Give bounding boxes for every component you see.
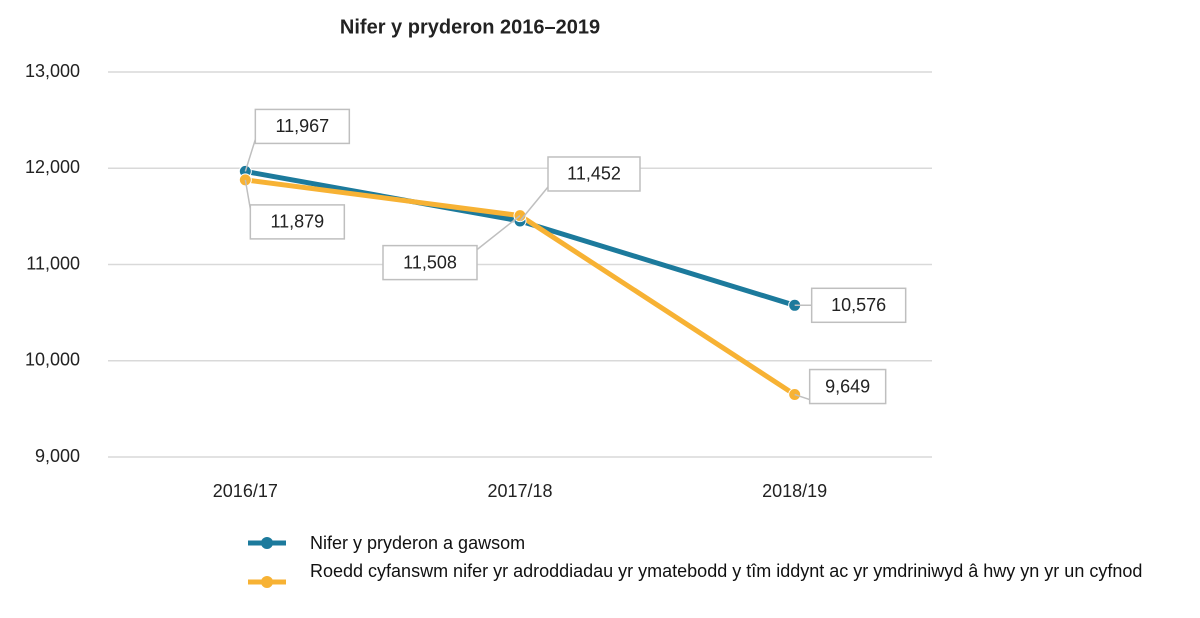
label-leader	[794, 393, 810, 401]
y-tick-label: 10,000	[25, 350, 80, 370]
data-label: 9,649	[825, 376, 870, 396]
label-leader	[244, 139, 257, 172]
data-label: 11,967	[275, 116, 329, 136]
legend-label: Roedd cyfanswm nifer yr adroddiadau yr y…	[310, 561, 1143, 581]
x-tick-label: 2016/17	[213, 481, 278, 501]
label-box	[808, 368, 887, 405]
data-label: 11,452	[567, 164, 621, 184]
data-label: 11,879	[270, 212, 324, 232]
label-box	[254, 108, 351, 145]
label-leader	[476, 215, 521, 251]
data-label: 10,576	[831, 295, 886, 315]
legend-marker	[261, 537, 273, 549]
y-tick-label: 11,000	[26, 253, 80, 273]
legend-marker	[261, 576, 273, 588]
label-box	[382, 244, 478, 281]
label-box	[547, 156, 641, 192]
label-leader	[244, 179, 252, 210]
label-box	[810, 287, 907, 324]
data-label: 11,508	[403, 252, 457, 272]
label-box	[249, 204, 346, 240]
legend-label: Nifer y pryderon a gawsom	[310, 533, 526, 553]
x-tick-label: 2018/19	[762, 481, 827, 501]
chart-title: Nifer y pryderon 2016–2019	[340, 16, 600, 38]
x-tick-label: 2017/18	[487, 481, 552, 501]
y-tick-label: 13,000	[25, 61, 80, 81]
y-tick-label: 9,000	[35, 446, 80, 466]
y-tick-label: 12,000	[25, 157, 80, 177]
label-leader	[519, 186, 549, 222]
